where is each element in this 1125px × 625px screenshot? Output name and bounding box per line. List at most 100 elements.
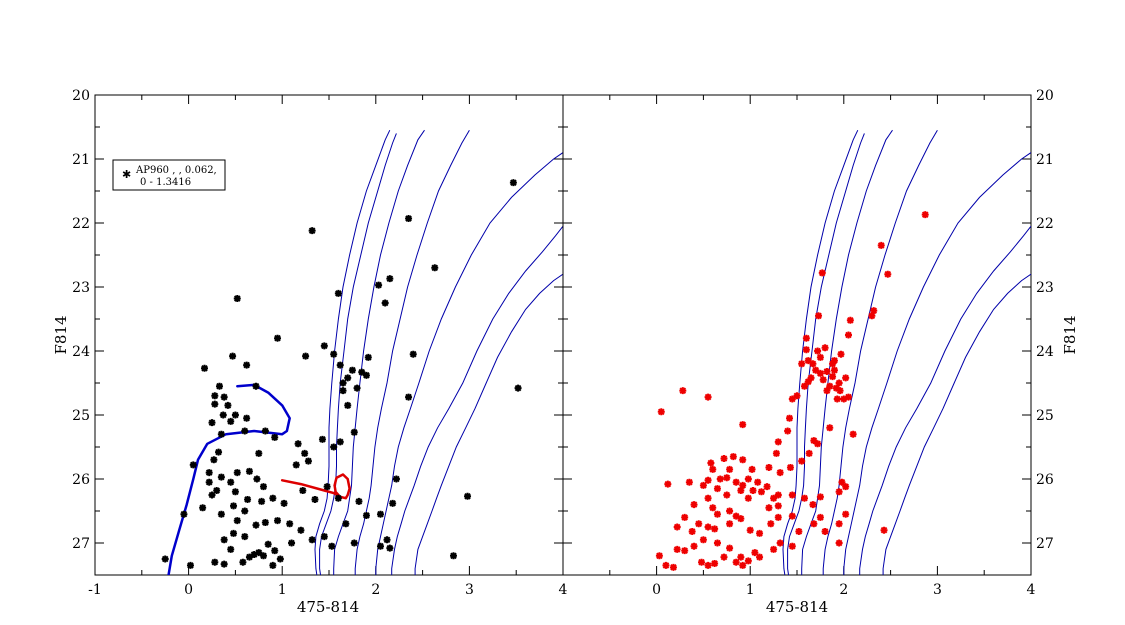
right-data-point xyxy=(842,483,850,491)
left-data-point xyxy=(449,552,457,560)
right-data-point xyxy=(739,561,747,569)
right-data-point xyxy=(699,481,707,489)
left-data-point xyxy=(241,507,249,515)
right-data-point xyxy=(802,346,810,354)
left-data-point xyxy=(334,289,342,297)
left-data-point xyxy=(405,215,413,223)
right-data-point xyxy=(774,502,782,510)
left-x-tick-label: 0 xyxy=(184,582,193,598)
right-data-point xyxy=(673,545,681,553)
right-data-point xyxy=(786,463,794,471)
legend-line-1: AP960 , , 0.062, xyxy=(135,165,217,176)
right-data-point xyxy=(681,547,689,555)
right-data-point xyxy=(788,512,796,520)
left-y-tick-label: 22 xyxy=(72,216,90,232)
right-data-point xyxy=(655,552,663,560)
left-data-point xyxy=(320,342,328,350)
right-data-point xyxy=(818,269,826,277)
left-data-point xyxy=(261,519,269,527)
left-y-tick-label: 23 xyxy=(72,280,90,296)
left-data-point xyxy=(227,545,235,553)
right-y-tick-label: 25 xyxy=(1036,408,1054,424)
right-data-point xyxy=(688,527,696,535)
right-data-point xyxy=(877,241,885,249)
right-isochrone-7 xyxy=(882,273,1031,575)
right-data-point xyxy=(809,501,817,509)
right-isochrone-3 xyxy=(801,129,893,575)
left-data-point xyxy=(253,475,261,483)
left-data-point xyxy=(255,449,263,457)
right-data-point xyxy=(815,312,823,320)
right-data-point xyxy=(830,357,838,365)
left-data-point xyxy=(280,499,288,507)
right-data-point xyxy=(739,421,747,429)
left-data-point xyxy=(217,430,225,438)
left-data-point xyxy=(208,491,216,499)
right-data-point xyxy=(711,525,719,533)
left-data-point xyxy=(375,281,383,289)
left-data-point xyxy=(161,555,169,563)
left-data-point xyxy=(250,551,258,559)
left-data-point xyxy=(274,334,282,342)
left-y-tick-label: 24 xyxy=(72,344,90,360)
left-data-point xyxy=(233,469,241,477)
left-data-point xyxy=(302,352,310,360)
right-data-point xyxy=(804,378,812,386)
left-data-point xyxy=(224,401,232,409)
right-data-point xyxy=(788,491,796,499)
right-data-point xyxy=(842,510,850,518)
left-data-point xyxy=(405,393,413,401)
right-y-tick-label: 26 xyxy=(1036,472,1054,488)
right-data-point xyxy=(832,384,840,392)
right-data-point xyxy=(690,501,698,509)
left-data-point xyxy=(330,443,338,451)
left-data-point xyxy=(215,448,223,456)
left-data-point xyxy=(261,427,269,435)
left-x-tick-label: 4 xyxy=(559,582,568,598)
right-data-point xyxy=(814,347,822,355)
right-data-point xyxy=(669,563,677,571)
right-data-point xyxy=(673,523,681,531)
right-data-point xyxy=(767,520,775,528)
right-y-tick-label: 22 xyxy=(1036,216,1054,232)
left-data-point xyxy=(271,547,279,555)
left-data-point xyxy=(215,382,223,390)
left-data-point xyxy=(336,361,344,369)
left-data-point xyxy=(509,179,517,187)
left-data-point xyxy=(339,379,347,387)
right-data-point xyxy=(804,357,812,365)
legend-marker-icon: ✱ xyxy=(122,168,131,181)
right-data-point xyxy=(826,382,834,390)
left-data-point xyxy=(304,457,312,465)
right-y-axis-label: F814 xyxy=(1061,315,1079,354)
left-data-point xyxy=(220,536,228,544)
left-data-point xyxy=(334,494,342,502)
left-data-point xyxy=(383,536,391,544)
left-data-point xyxy=(217,473,225,481)
right-data-point xyxy=(763,483,771,491)
left-data-point xyxy=(205,478,213,486)
left-data-point xyxy=(386,544,394,552)
right-data-point xyxy=(774,438,782,446)
right-data-point xyxy=(746,526,754,534)
right-data-point xyxy=(772,449,780,457)
left-data-point xyxy=(244,495,252,503)
right-data-point xyxy=(713,485,721,493)
right-data-point xyxy=(835,379,843,387)
right-data-point xyxy=(744,475,752,483)
left-data-point xyxy=(330,350,338,358)
left-data-point xyxy=(227,417,235,425)
right-data-point xyxy=(657,408,665,416)
right-data-point xyxy=(685,478,693,486)
right-data-point xyxy=(823,387,831,395)
left-data-point xyxy=(294,440,302,448)
right-data-point xyxy=(819,376,827,384)
right-data-point xyxy=(709,465,717,473)
right-data-point xyxy=(732,478,740,486)
left-data-point xyxy=(241,533,249,541)
right-data-point xyxy=(704,476,712,484)
right-x-tick-label: 0 xyxy=(652,582,661,598)
left-data-point xyxy=(252,382,260,390)
